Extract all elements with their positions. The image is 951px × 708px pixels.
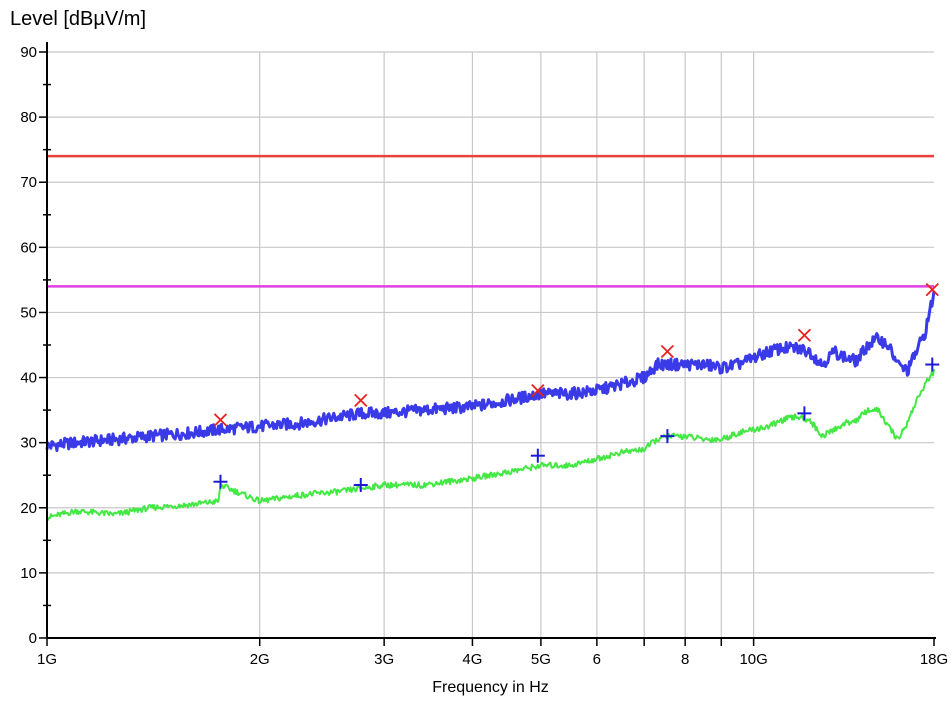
- x-tick-label: 8: [681, 651, 689, 668]
- peak-marker-x: [354, 393, 368, 407]
- y-tick-label: 90: [20, 44, 37, 61]
- axes: [39, 42, 936, 646]
- avg-marker-plus: [925, 357, 940, 372]
- y-tick-label: 50: [20, 304, 37, 321]
- grid: [47, 51, 934, 638]
- y-tick-label: 70: [20, 174, 37, 191]
- y-axis-title: Level [dBµV/m]: [10, 8, 147, 30]
- y-tick-labels: 0 10 20 30 40 50 60 70 80 90: [20, 44, 37, 647]
- x-axis-title: Frequency in Hz: [432, 679, 549, 696]
- y-tick-label: 80: [20, 109, 37, 126]
- peak-marker-x: [797, 328, 812, 342]
- avg-marker-plus: [797, 406, 812, 421]
- y-tick-label: 30: [20, 435, 37, 452]
- x-tick-label: 1G: [37, 651, 57, 668]
- series-line: [45, 290, 936, 452]
- marker-stroke: [925, 283, 939, 297]
- y-tick-label: 20: [20, 500, 37, 517]
- avg-marker-plus: [660, 429, 675, 444]
- marker-stroke: [797, 328, 812, 342]
- peak-marker-x: [213, 413, 228, 427]
- x-tick-label: 5G: [531, 651, 551, 668]
- avg-marker-plus: [530, 448, 545, 463]
- x-tick-label: 6: [593, 651, 601, 668]
- avg-marker-plus: [213, 474, 228, 489]
- marker-stroke: [213, 413, 228, 427]
- y-tick-label: 60: [20, 239, 37, 256]
- marker-stroke: [660, 344, 675, 359]
- avg-marker-plus: [353, 477, 368, 492]
- x-tick-label: 3G: [374, 651, 394, 668]
- limit-lines: [47, 154, 934, 288]
- series-line: [46, 368, 935, 522]
- peak-markers: [213, 283, 940, 492]
- peak-marker-x: [925, 283, 939, 297]
- peak-marker-x: [660, 344, 675, 359]
- marker-stroke: [354, 393, 368, 407]
- y-tick-label: 40: [20, 370, 37, 387]
- marker-stroke: [531, 383, 545, 398]
- x-tick-label: 10G: [739, 651, 767, 668]
- x-tick-label: 4G: [462, 651, 482, 668]
- y-tick-label: 0: [29, 630, 37, 647]
- x-tick-labels: 1G 2G 3G 4G 5G 6 8 10G 18G: [37, 651, 948, 668]
- peak-marker-x: [531, 383, 545, 398]
- y-tick-label: 10: [20, 565, 37, 582]
- x-tick-label: 2G: [250, 651, 270, 668]
- series-lines: [45, 290, 936, 522]
- x-tick-label: 18G: [920, 651, 948, 668]
